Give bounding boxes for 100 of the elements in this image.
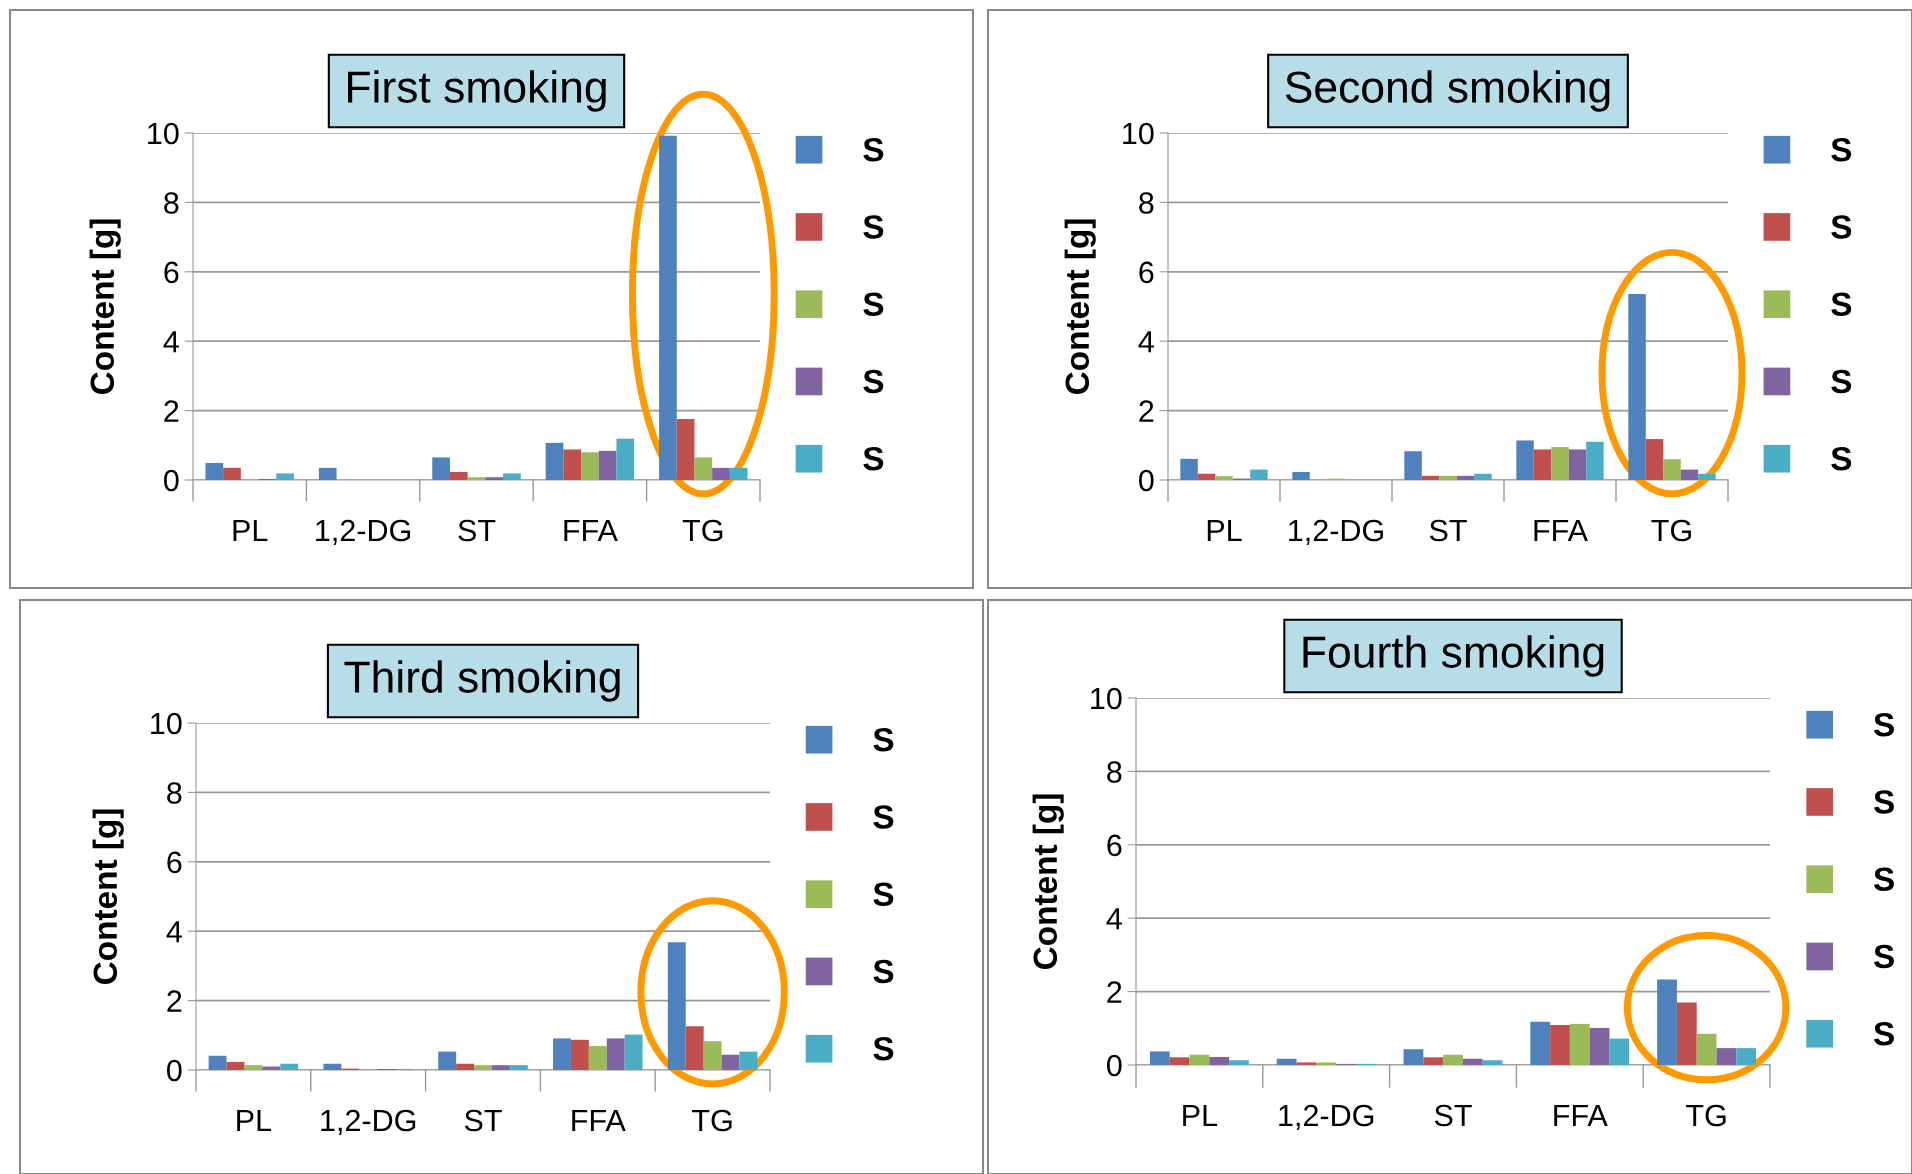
x-tick-label: ST (1434, 1104, 1472, 1127)
legend-label: S (1831, 292, 1852, 317)
x-tick-label: ST (458, 519, 496, 542)
bar (1209, 1056, 1230, 1065)
y-tick-label: 4 (163, 331, 179, 353)
bar (659, 135, 677, 480)
bar (624, 1034, 643, 1070)
chart-title: Second smoking (1285, 70, 1610, 112)
y-tick-label: 10 (1123, 122, 1154, 145)
y-tick-label: 6 (164, 261, 179, 284)
x-tick-label: PL (237, 1110, 272, 1132)
legend-label: S (1831, 137, 1852, 162)
bar (280, 1063, 299, 1070)
bar (553, 1038, 571, 1070)
bar (685, 1026, 704, 1070)
bar (1250, 469, 1268, 480)
legend-label: S (863, 137, 884, 162)
bar (438, 1051, 457, 1070)
bar (1423, 1057, 1444, 1065)
legend-label: S (1831, 369, 1852, 394)
x-tick-label: FFA (564, 520, 618, 542)
bar (694, 457, 713, 480)
bar (1292, 472, 1310, 480)
legend-label: S (873, 727, 894, 752)
chart-title: First smoking (348, 70, 606, 112)
bar (667, 942, 686, 1070)
bar (485, 477, 504, 480)
x-tick-label: PL (1207, 520, 1242, 542)
bar (712, 467, 730, 480)
bar (1149, 1051, 1170, 1065)
bar (1716, 1048, 1737, 1065)
x-tick-label: PL (233, 520, 268, 542)
bar (1296, 1062, 1317, 1065)
bar (1676, 1002, 1697, 1065)
bar (588, 1046, 607, 1070)
bar (1551, 447, 1569, 480)
bar (244, 1065, 263, 1070)
legend-label: S (863, 215, 884, 239)
bar (598, 450, 617, 480)
chart-title: Third smoking (344, 660, 620, 702)
bar (1589, 1027, 1610, 1065)
bar (606, 1038, 625, 1070)
bar (226, 1062, 245, 1070)
bar (208, 1055, 227, 1070)
bar (323, 1063, 342, 1070)
y-tick-label: 0 (1107, 1054, 1122, 1077)
bar (1439, 475, 1457, 480)
x-tick-label: ST (464, 1109, 502, 1132)
y-tick-label: 8 (1139, 192, 1154, 214)
legend-label: S (873, 1036, 894, 1061)
x-tick-label: FFA (1554, 1105, 1608, 1127)
y-tick-label: 10 (151, 712, 182, 735)
bar (1404, 451, 1422, 480)
y-tick-label: 2 (1139, 400, 1154, 422)
bar (1586, 441, 1604, 480)
bar (1316, 1062, 1337, 1065)
bar (739, 1051, 758, 1070)
x-tick-label: PL (1183, 1105, 1218, 1127)
bar (503, 473, 521, 480)
y-axis-title: Content [g] (1064, 219, 1096, 394)
bar (1628, 294, 1646, 480)
bar (581, 452, 599, 480)
legend-label: S (1873, 712, 1894, 737)
bar (1516, 440, 1534, 480)
x-tick-label: 1,2-DG (316, 519, 411, 545)
bar (729, 467, 748, 480)
bar (1482, 1060, 1503, 1065)
legend-label: S (1873, 790, 1894, 814)
bar (1533, 449, 1552, 480)
x-tick-label: FFA (572, 1110, 626, 1132)
legend-label: S (1873, 867, 1894, 892)
bar (432, 457, 450, 480)
bar (1474, 473, 1492, 480)
y-tick-label: 4 (1138, 331, 1154, 353)
bar (616, 438, 635, 480)
x-tick-label: TG (1651, 519, 1691, 542)
bar (276, 473, 294, 480)
bar (1180, 458, 1198, 480)
y-tick-label: 4 (1106, 908, 1122, 930)
y-tick-label: 2 (164, 400, 179, 422)
bar (1696, 1033, 1717, 1065)
x-tick-label: TG (692, 1109, 732, 1132)
y-tick-label: 6 (1107, 834, 1122, 857)
bar (449, 472, 468, 480)
x-tick-label: FFA (1534, 520, 1588, 542)
bar (1443, 1054, 1463, 1065)
x-tick-label: TG (1686, 1104, 1726, 1127)
bar (1421, 475, 1440, 480)
bar (491, 1065, 510, 1070)
y-tick-label: 0 (164, 469, 179, 492)
y-tick-label: 0 (1139, 469, 1154, 492)
legend-label: S (863, 292, 884, 317)
x-tick-label: 1,2-DG (321, 1109, 416, 1135)
bar (1229, 1060, 1249, 1065)
x-tick-label: ST (1429, 519, 1467, 542)
bar (570, 1039, 589, 1070)
bar (474, 1065, 492, 1070)
bar (318, 467, 337, 480)
bar (1215, 476, 1233, 480)
legend-label: S (1873, 944, 1894, 969)
